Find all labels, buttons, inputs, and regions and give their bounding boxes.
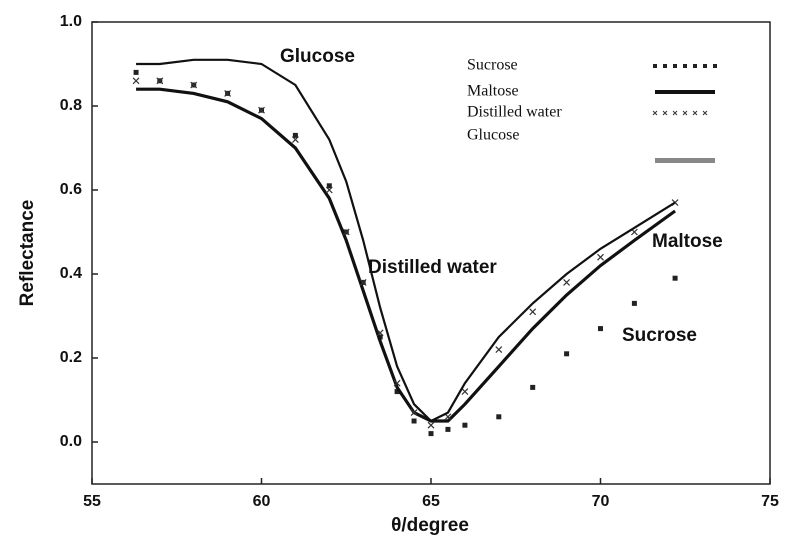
series-line (136, 87, 677, 423)
point (258, 106, 265, 114)
point (393, 379, 401, 387)
point (428, 431, 434, 437)
point (292, 132, 298, 138)
legend-swatch (702, 110, 708, 116)
point (530, 384, 536, 390)
annotation: Distilled water (368, 257, 497, 278)
legend-swatch (713, 64, 717, 68)
point (495, 346, 503, 354)
legend-swatch (703, 64, 707, 68)
point (564, 351, 570, 357)
y-tick-label: 0.8 (60, 97, 82, 114)
point (461, 388, 469, 396)
legend-label: Glucose (467, 127, 519, 144)
point (496, 414, 502, 420)
y-tick-label: 0.2 (60, 349, 82, 366)
point (291, 136, 299, 144)
x-tick-label: 70 (592, 493, 610, 510)
point (410, 409, 418, 417)
point (598, 326, 603, 332)
legend-swatch (653, 64, 657, 68)
legend-swatch (683, 64, 687, 68)
y-tick-label: 0.6 (60, 181, 82, 198)
point (394, 389, 400, 395)
legend-swatch (662, 110, 668, 116)
point (359, 278, 367, 286)
legend-label: Sucrose (467, 57, 518, 74)
point (342, 228, 350, 236)
legend-swatch (663, 64, 667, 68)
point (411, 418, 417, 424)
point (631, 300, 637, 306)
legend-swatch (682, 110, 688, 116)
point (156, 77, 164, 85)
point (376, 329, 384, 337)
point (326, 183, 332, 189)
point (132, 77, 140, 85)
point (427, 421, 435, 429)
point (133, 69, 139, 75)
point (529, 308, 537, 316)
y-tick-label: 1.0 (60, 13, 82, 30)
y-tick-label: 0.4 (60, 265, 82, 282)
point (224, 89, 232, 97)
y-axis-title: Reflectance (17, 200, 38, 307)
legend-swatch (673, 64, 677, 68)
x-tick-label: 60 (253, 493, 271, 510)
x-axis-title: θ/degree (391, 515, 469, 536)
x-tick-label: 65 (422, 493, 440, 510)
annotation: Maltose (652, 231, 723, 252)
point (445, 426, 451, 432)
point (672, 275, 678, 281)
legend-swatch (652, 110, 658, 116)
legend-swatch (693, 64, 697, 68)
legend-swatch (655, 158, 715, 163)
y-tick-label: 0.0 (60, 433, 82, 450)
legend-label: Maltose (467, 83, 519, 100)
x-tick-label: 75 (761, 493, 779, 510)
annotation: Glucose (280, 46, 355, 67)
x-tick-label: 55 (83, 493, 101, 510)
series-line (136, 58, 676, 423)
point (325, 186, 333, 194)
legend-label: Distilled water (467, 104, 562, 121)
point (462, 422, 468, 428)
point (597, 253, 604, 261)
annotation: Sucrose (622, 325, 697, 346)
legend-swatch (692, 110, 698, 116)
legend-swatch (672, 110, 678, 116)
point (190, 81, 198, 89)
point (563, 278, 571, 286)
